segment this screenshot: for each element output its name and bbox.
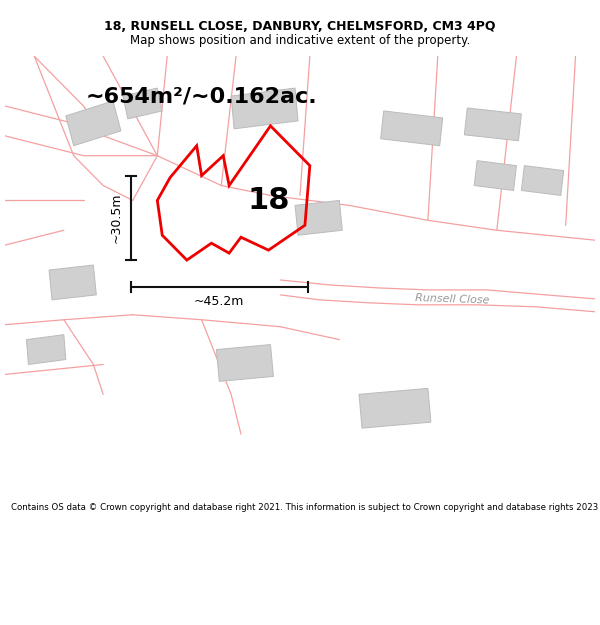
Polygon shape: [359, 388, 431, 428]
Polygon shape: [49, 265, 97, 300]
Polygon shape: [380, 111, 443, 146]
Text: 18: 18: [247, 186, 290, 215]
Polygon shape: [123, 88, 162, 119]
Text: ~30.5m: ~30.5m: [110, 192, 123, 243]
Text: 18, RUNSELL CLOSE, DANBURY, CHELMSFORD, CM3 4PQ: 18, RUNSELL CLOSE, DANBURY, CHELMSFORD, …: [104, 20, 496, 33]
Polygon shape: [66, 101, 121, 146]
Text: Map shows position and indicative extent of the property.: Map shows position and indicative extent…: [130, 34, 470, 47]
Polygon shape: [474, 161, 517, 191]
Polygon shape: [464, 108, 521, 141]
Polygon shape: [26, 334, 66, 364]
Polygon shape: [521, 166, 564, 196]
Text: Contains OS data © Crown copyright and database right 2021. This information is : Contains OS data © Crown copyright and d…: [11, 503, 600, 511]
Polygon shape: [231, 88, 298, 129]
Polygon shape: [295, 201, 343, 235]
Text: ~45.2m: ~45.2m: [194, 295, 244, 308]
Text: ~654m²/~0.162ac.: ~654m²/~0.162ac.: [86, 86, 317, 106]
Polygon shape: [217, 344, 274, 381]
Text: Runsell Close: Runsell Close: [415, 292, 490, 305]
